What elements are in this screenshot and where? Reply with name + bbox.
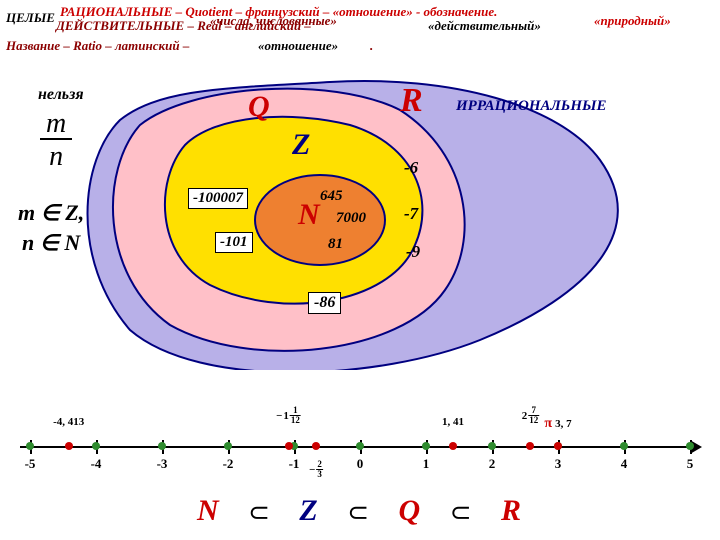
fraction-mn: m n	[40, 110, 72, 174]
num-m9: -9	[406, 242, 420, 262]
num-81: 81	[328, 236, 343, 253]
marked-dot	[449, 442, 457, 450]
tick-label: 4	[621, 456, 628, 472]
marked-dot	[65, 442, 73, 450]
tick-label: -2	[223, 456, 234, 472]
marked-dot	[312, 442, 320, 450]
num-m7: -7	[404, 204, 418, 224]
subset-1: ⊂	[248, 498, 272, 528]
irrational-label: ИРРАЦИОНАЛЬНЫЕ	[456, 98, 607, 115]
tick-label: -3	[157, 456, 168, 472]
chain-Z: Z	[299, 494, 319, 527]
set-R-label: R	[400, 82, 423, 120]
chain-R: R	[501, 494, 523, 527]
num-m86: -86	[308, 292, 341, 314]
hdr-1a: ЦЕЛЫЕ	[6, 10, 55, 26]
marked-dot	[285, 442, 293, 450]
num-101: -101	[215, 232, 253, 253]
integer-dot	[224, 442, 232, 450]
marked-dot-label: 2712	[522, 406, 540, 425]
hdr-3c: .	[370, 38, 373, 54]
integer-dot	[488, 442, 496, 450]
number-line: -5-4-3-2-1012345 -4, 413−1112−231, 41271…	[20, 432, 700, 482]
fraction-n: n	[40, 140, 72, 174]
subset-chain: N ⊂ Z ⊂ Q ⊂ R	[0, 494, 720, 528]
tick-label: 5	[687, 456, 694, 472]
subset-2: ⊂	[347, 498, 371, 528]
chain-N: N	[197, 494, 221, 527]
set-Z-label: Z	[292, 128, 310, 162]
integer-dot	[356, 442, 364, 450]
tick-label: 2	[489, 456, 496, 472]
venn-diagram: R Q Z N ИРРАЦИОНАЛЬНЫЕ нельзя m n m ∈ Z,…	[0, 70, 720, 360]
tick-label: -5	[25, 456, 36, 472]
chain-Q: Q	[399, 494, 423, 527]
tick-label: 0	[357, 456, 364, 472]
marked-dot	[554, 442, 562, 450]
marked-dot-label: π3, 7	[544, 416, 571, 432]
marked-dot-label: -4, 413	[53, 416, 84, 428]
tick-label: -1	[289, 456, 300, 472]
num-645: 645	[320, 188, 343, 205]
integer-dot	[686, 442, 694, 450]
set-Q-label: Q	[248, 90, 270, 124]
tick-label: -4	[91, 456, 102, 472]
hdr-2b: «действительный»	[428, 18, 541, 34]
marked-dot-label: −1112	[276, 406, 301, 425]
tick-label: 3	[555, 456, 562, 472]
num-m6: -6	[404, 158, 418, 178]
subset-3: ⊂	[450, 498, 474, 528]
hdr-3a: Название – Ratio – латинский –	[6, 38, 189, 54]
num-7000: 7000	[336, 210, 366, 227]
marked-dot-label: −23	[309, 460, 323, 479]
hdr-2d: «природный»	[594, 13, 671, 29]
integer-dot	[158, 442, 166, 450]
nN-label: n ∈ N	[22, 230, 80, 256]
integer-dot	[26, 442, 34, 450]
fraction-m: m	[40, 110, 72, 140]
integer-dot	[620, 442, 628, 450]
integer-dot	[422, 442, 430, 450]
integer-dot	[92, 442, 100, 450]
mZ-label: m ∈ Z,	[18, 200, 84, 226]
hdr-2a: ДЕЙСТВИТЕЛЬНЫЕ – Real – английский –	[56, 18, 311, 34]
hdr-3b: «отношение»	[258, 38, 338, 54]
marked-dot-label: 1, 41	[442, 416, 464, 428]
num-100007: -100007	[188, 188, 248, 209]
set-N-label: N	[298, 198, 320, 232]
tick-label: 1	[423, 456, 430, 472]
marked-dot	[526, 442, 534, 450]
nelzya-label: нельзя	[38, 86, 84, 104]
